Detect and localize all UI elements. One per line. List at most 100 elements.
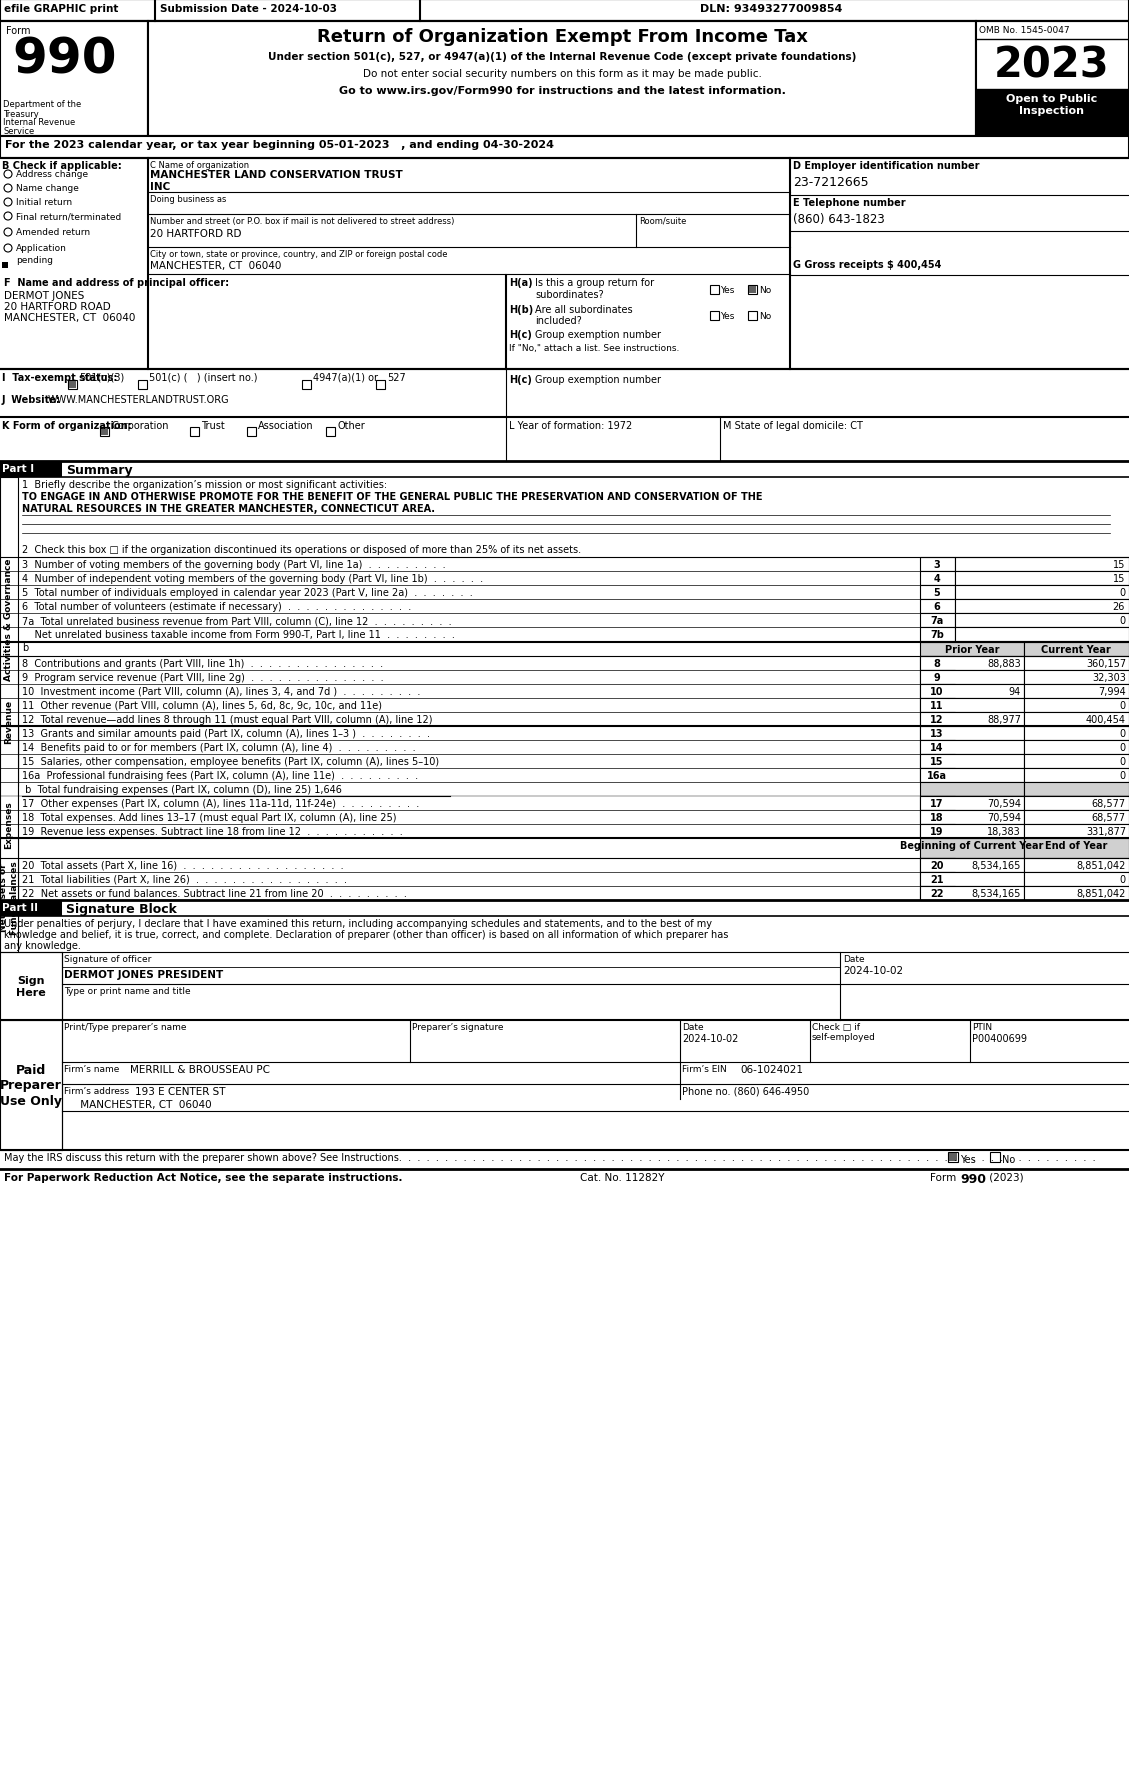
Bar xyxy=(0,137,1129,159)
Text: 5: 5 xyxy=(934,588,940,597)
Text: 18,383: 18,383 xyxy=(987,827,1021,836)
Bar xyxy=(1024,741,1129,754)
Bar xyxy=(955,572,1129,586)
Text: H(a): H(a) xyxy=(509,278,533,289)
Bar xyxy=(0,900,62,916)
Text: MERRILL & BROUSSEAU PC: MERRILL & BROUSSEAU PC xyxy=(130,1064,270,1075)
Bar xyxy=(920,713,1024,727)
Text: 2  Check this box □ if the organization discontinued its operations or disposed : 2 Check this box □ if the organization d… xyxy=(21,545,581,554)
Bar xyxy=(1024,754,1129,768)
Bar xyxy=(955,613,1129,627)
Text: (860) 643-1823: (860) 643-1823 xyxy=(793,212,885,226)
Text: 13: 13 xyxy=(930,729,944,738)
Text: Association: Association xyxy=(259,421,314,431)
Text: Name change: Name change xyxy=(16,184,79,192)
Bar xyxy=(920,727,955,741)
Text: 10: 10 xyxy=(930,686,944,697)
Text: 16a: 16a xyxy=(927,770,947,781)
Text: Yes: Yes xyxy=(720,285,734,294)
Text: Under penalties of perjury, I declare that I have examined this return, includin: Under penalties of perjury, I declare th… xyxy=(5,918,712,928)
Text: 21: 21 xyxy=(930,875,944,884)
Text: Signature Block: Signature Block xyxy=(65,902,177,916)
Text: Cat. No. 11282Y: Cat. No. 11282Y xyxy=(580,1173,665,1181)
Text: Summary: Summary xyxy=(65,463,132,478)
Text: For Paperwork Reduction Act Notice, see the separate instructions.: For Paperwork Reduction Act Notice, see … xyxy=(5,1173,403,1181)
Text: Firm’s name: Firm’s name xyxy=(64,1064,120,1073)
Text: Expenses: Expenses xyxy=(5,800,14,848)
Text: MANCHESTER LAND CONSERVATION TRUST: MANCHESTER LAND CONSERVATION TRUST xyxy=(150,169,403,180)
Bar xyxy=(1024,713,1129,727)
Text: 400,454: 400,454 xyxy=(1086,715,1126,725)
Text: Yes: Yes xyxy=(720,312,734,321)
Text: Is this a group return for: Is this a group return for xyxy=(535,278,654,289)
Text: Submission Date - 2024-10-03: Submission Date - 2024-10-03 xyxy=(160,4,336,14)
Text: Date: Date xyxy=(843,955,865,964)
Text: 14  Benefits paid to or for members (Part IX, column (A), line 4)  .  .  .  .  .: 14 Benefits paid to or for members (Part… xyxy=(21,743,415,752)
Text: Activities & Governance: Activities & Governance xyxy=(5,558,14,681)
Bar xyxy=(920,684,1024,699)
Text: included?: included? xyxy=(535,315,581,326)
Text: WWW.MANCHESTERLANDTRUST.ORG: WWW.MANCHESTERLANDTRUST.ORG xyxy=(49,396,229,405)
Text: 0: 0 xyxy=(1120,757,1126,766)
Text: 8,534,165: 8,534,165 xyxy=(972,861,1021,871)
Text: 15  Salaries, other compensation, employee benefits (Part IX, column (A), lines : 15 Salaries, other compensation, employe… xyxy=(21,757,439,766)
Bar xyxy=(955,586,1129,601)
Text: 7a  Total unrelated business revenue from Part VIII, column (C), line 12  .  .  : 7a Total unrelated business revenue from… xyxy=(21,615,452,625)
Text: 20 HARTFORD ROAD: 20 HARTFORD ROAD xyxy=(5,301,111,312)
Text: Treasury: Treasury xyxy=(3,110,38,119)
Text: 8  Contributions and grants (Part VIII, line 1h)  .  .  .  .  .  .  .  .  .  .  : 8 Contributions and grants (Part VIII, l… xyxy=(21,659,383,668)
Text: Final return/terminated: Final return/terminated xyxy=(16,212,121,221)
Text: Sign
Here: Sign Here xyxy=(16,977,46,998)
Text: If "No," attach a list. See instructions.: If "No," attach a list. See instructions… xyxy=(509,344,680,353)
Text: TO ENGAGE IN AND OTHERWISE PROMOTE FOR THE BENEFIT OF THE GENERAL PUBLIC THE PRE: TO ENGAGE IN AND OTHERWISE PROMOTE FOR T… xyxy=(21,492,762,503)
Bar xyxy=(920,713,955,727)
Text: 501(c)(3): 501(c)(3) xyxy=(79,372,124,383)
Bar xyxy=(920,656,1024,670)
Bar xyxy=(920,768,1024,782)
Text: 10  Investment income (Part VIII, column (A), lines 3, 4, and 7d )  .  .  .  .  : 10 Investment income (Part VIII, column … xyxy=(21,686,420,697)
Bar xyxy=(920,859,955,873)
Bar xyxy=(1024,684,1129,699)
Text: 06-1024021: 06-1024021 xyxy=(739,1064,803,1075)
Text: Group exemption number: Group exemption number xyxy=(535,330,660,340)
Text: 12: 12 xyxy=(930,715,944,725)
Text: 0: 0 xyxy=(1120,770,1126,781)
Text: Phone no. (860) 646-4950: Phone no. (860) 646-4950 xyxy=(682,1087,809,1096)
Text: Firm’s address: Firm’s address xyxy=(64,1087,129,1096)
Bar xyxy=(920,699,1024,713)
Text: P00400699: P00400699 xyxy=(972,1034,1027,1044)
Text: H(c): H(c) xyxy=(509,330,532,340)
Text: 23-7212665: 23-7212665 xyxy=(793,176,868,189)
Text: 1  Briefly describe the organization’s mission or most significant activities:: 1 Briefly describe the organization’s mi… xyxy=(21,479,387,490)
Bar xyxy=(1024,825,1129,839)
Text: Yes: Yes xyxy=(960,1155,975,1164)
Text: 15: 15 xyxy=(1112,560,1124,570)
Bar xyxy=(920,656,955,670)
Bar xyxy=(376,381,385,390)
Text: Under section 501(c), 527, or 4947(a)(1) of the Internal Revenue Code (except pr: Under section 501(c), 527, or 4947(a)(1)… xyxy=(268,52,856,62)
Text: 18: 18 xyxy=(930,813,944,823)
Bar xyxy=(1024,670,1129,684)
Bar xyxy=(920,811,1024,825)
Text: 12  Total revenue—add lines 8 through 11 (must equal Part VIII, column (A), line: 12 Total revenue—add lines 8 through 11 … xyxy=(21,715,432,725)
Text: H(b): H(b) xyxy=(509,305,533,315)
Bar xyxy=(955,627,1129,642)
Text: No: No xyxy=(1003,1155,1015,1164)
Text: Application: Application xyxy=(16,244,67,253)
Text: 8,851,042: 8,851,042 xyxy=(1077,889,1126,898)
Text: 7b: 7b xyxy=(930,629,944,640)
Bar xyxy=(100,429,108,437)
Text: 9  Program service revenue (Part VIII, line 2g)  .  .  .  .  .  .  .  .  .  .  .: 9 Program service revenue (Part VIII, li… xyxy=(21,672,384,683)
Bar xyxy=(749,287,756,294)
Bar xyxy=(920,613,955,627)
Bar xyxy=(0,0,1129,21)
Text: 0: 0 xyxy=(1119,615,1124,625)
Bar xyxy=(920,699,955,713)
Bar xyxy=(1024,873,1129,886)
Bar xyxy=(1024,643,1129,656)
Text: Current Year: Current Year xyxy=(1041,645,1111,654)
Text: Initial return: Initial return xyxy=(16,198,72,207)
Text: subordinates?: subordinates? xyxy=(535,290,604,299)
Text: INC: INC xyxy=(150,182,170,192)
Text: 14: 14 xyxy=(930,743,944,752)
